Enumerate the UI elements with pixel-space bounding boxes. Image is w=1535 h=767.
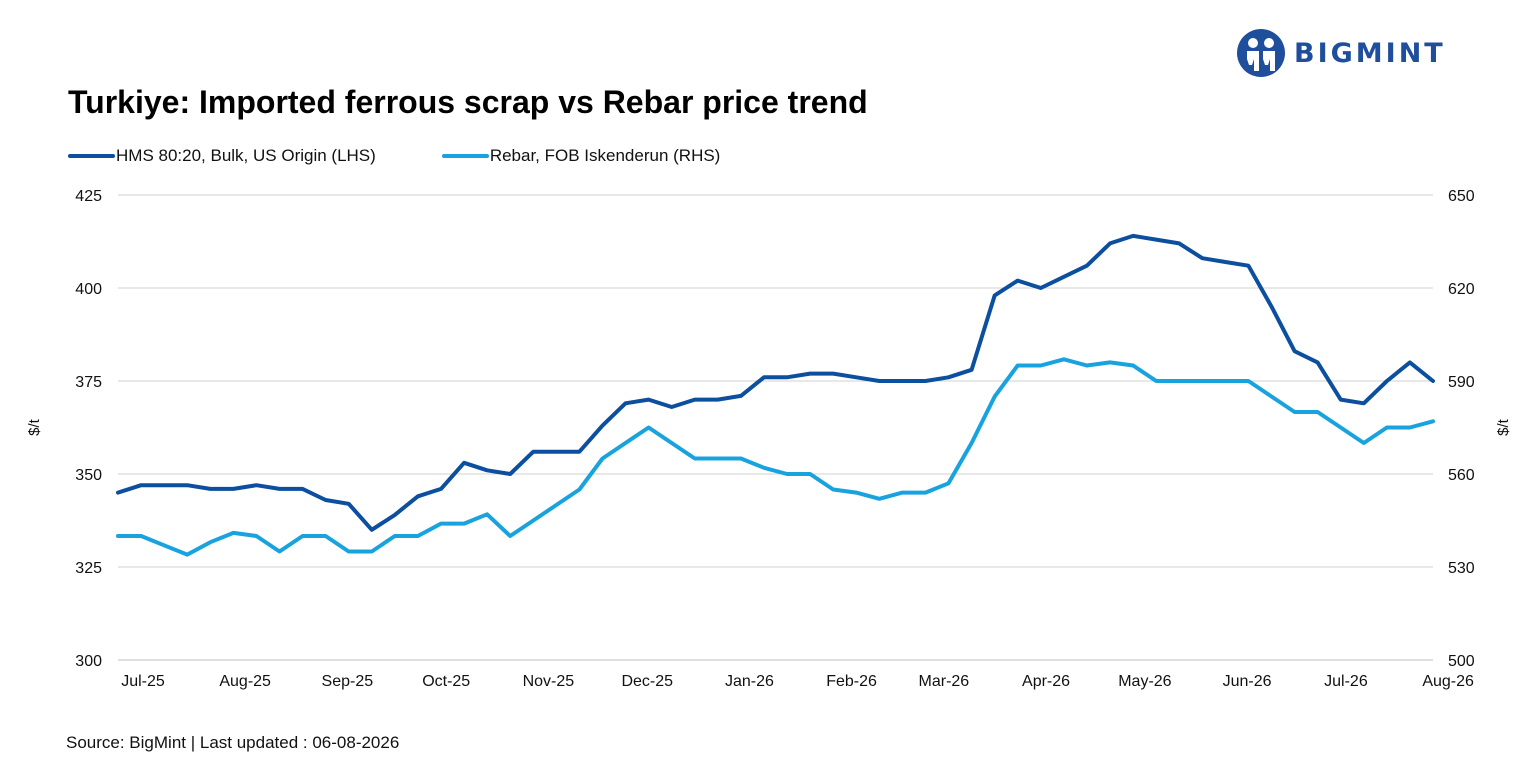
y-tick-label-left: 375 (75, 374, 102, 391)
x-tick-label: Aug-25 (219, 673, 271, 690)
y-tick-label-right: 620 (1448, 281, 1475, 298)
legend-label-hms: HMS 80:20, Bulk, US Origin (LHS) (116, 146, 376, 165)
x-tick-label: Jul-26 (1324, 673, 1368, 690)
bigmint-logo-icon (1237, 29, 1285, 77)
x-tick-label: Aug-26 (1422, 673, 1474, 690)
legend-label-rebar: Rebar, FOB Iskenderun (RHS) (489, 146, 721, 165)
x-tick-label: Jul-25 (121, 673, 165, 690)
brand-logo: BIGMINT (1236, 28, 1446, 78)
y-tick-label-right: 530 (1448, 560, 1475, 577)
x-tick-label: Oct-25 (422, 673, 470, 690)
legend-item-hms: HMS 80:20, Bulk, US Origin (LHS) (68, 146, 376, 166)
y-tick-label-right: 590 (1448, 374, 1475, 391)
y-axis-title-left: $/t (26, 418, 43, 436)
y-tick-label-left: 300 (75, 653, 102, 670)
y-axis-title-right: $/t (1495, 418, 1512, 436)
series-line-hms (116, 233, 1435, 532)
y-tick-label-left: 400 (75, 281, 102, 298)
source-note: Source: BigMint | Last updated : 06-08-2… (66, 733, 400, 752)
x-tick-label: Dec-25 (621, 673, 673, 690)
x-tick-label: Mar-26 (919, 673, 970, 690)
legend-swatch-rebar (441, 154, 489, 158)
y-tick-label-right: 560 (1448, 467, 1475, 484)
x-tick-label: Sep-25 (322, 673, 374, 690)
x-tick-label: May-26 (1118, 673, 1171, 690)
x-tick-label: Nov-25 (523, 673, 575, 690)
y-tick-label-left: 325 (75, 560, 102, 577)
y-tick-label-right: 650 (1448, 188, 1475, 205)
y-tick-label-right: 500 (1448, 653, 1475, 670)
x-tick-label: Apr-26 (1022, 673, 1070, 690)
x-tick-label: Jun-26 (1223, 673, 1272, 690)
legend-swatch-hms (68, 154, 115, 158)
y-tick-label-left: 350 (75, 467, 102, 484)
chart-legend: HMS 80:20, Bulk, US Origin (LHS) Rebar, … (68, 146, 786, 166)
chart-title: Turkiye: Imported ferrous scrap vs Rebar… (68, 84, 868, 120)
y-tick-label-left: 425 (75, 188, 102, 205)
x-tick-label: Jan-26 (725, 673, 774, 690)
legend-item-rebar: Rebar, FOB Iskenderun (RHS) (441, 146, 721, 166)
series-line-rebar (116, 357, 1435, 557)
brand-name: BIGMINT (1294, 37, 1446, 69)
x-tick-label: Feb-26 (826, 673, 877, 690)
